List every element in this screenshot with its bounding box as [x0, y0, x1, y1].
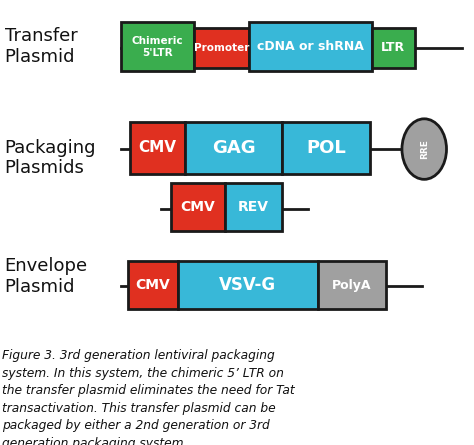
Text: cDNA or shRNA: cDNA or shRNA — [257, 40, 364, 53]
FancyBboxPatch shape — [194, 28, 249, 68]
Text: Packaging
Plasmids: Packaging Plasmids — [5, 138, 96, 178]
Text: Figure 3. 3rd generation lentiviral packaging
system. In this system, the chimer: Figure 3. 3rd generation lentiviral pack… — [2, 349, 295, 445]
FancyBboxPatch shape — [128, 261, 178, 309]
FancyBboxPatch shape — [282, 122, 370, 174]
FancyBboxPatch shape — [185, 122, 282, 174]
FancyBboxPatch shape — [171, 183, 225, 231]
Text: Transfer
Plasmid: Transfer Plasmid — [5, 27, 77, 66]
FancyBboxPatch shape — [372, 28, 415, 68]
Text: REV: REV — [238, 200, 269, 214]
FancyBboxPatch shape — [249, 22, 372, 71]
FancyBboxPatch shape — [318, 261, 386, 309]
FancyBboxPatch shape — [121, 22, 194, 71]
Text: POL: POL — [306, 139, 346, 157]
Text: RRE: RRE — [420, 139, 428, 159]
Text: VSV-G: VSV-G — [219, 276, 276, 294]
FancyBboxPatch shape — [178, 261, 318, 309]
FancyBboxPatch shape — [130, 122, 185, 174]
Text: GAG: GAG — [211, 139, 255, 157]
Text: Envelope
Plasmid: Envelope Plasmid — [5, 257, 88, 296]
FancyBboxPatch shape — [225, 183, 282, 231]
Text: LTR: LTR — [382, 41, 405, 54]
Text: PolyA: PolyA — [332, 279, 372, 292]
Text: CMV: CMV — [136, 278, 170, 292]
Ellipse shape — [402, 119, 447, 179]
Text: CMV: CMV — [181, 200, 215, 214]
Text: Chimeric
5'LTR: Chimeric 5'LTR — [132, 36, 183, 57]
Text: Promoter: Promoter — [194, 43, 249, 53]
Text: CMV: CMV — [138, 141, 177, 155]
